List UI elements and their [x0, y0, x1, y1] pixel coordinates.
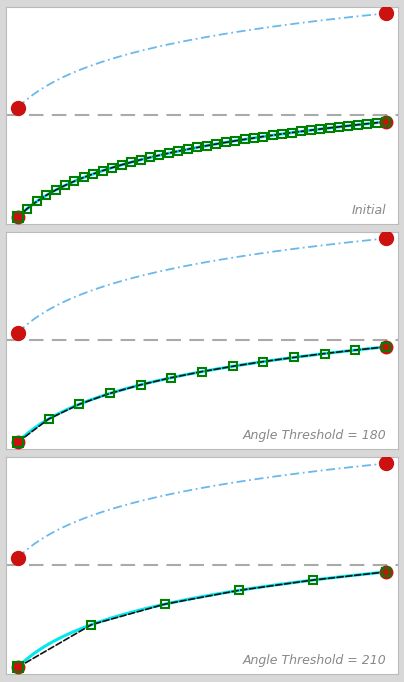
Text: Angle Threshold = 180: Angle Threshold = 180 — [242, 429, 386, 442]
Text: Angle Threshold = 210: Angle Threshold = 210 — [242, 654, 386, 667]
Text: Initial: Initial — [351, 204, 386, 217]
